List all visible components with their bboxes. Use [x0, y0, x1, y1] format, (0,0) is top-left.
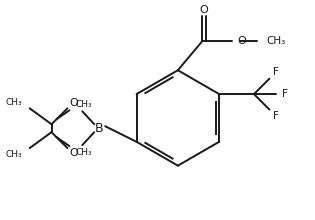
Text: O: O	[200, 5, 209, 15]
Text: O: O	[237, 36, 246, 46]
Text: O: O	[69, 98, 78, 108]
Text: CH₃: CH₃	[75, 148, 92, 157]
Text: CH₃: CH₃	[267, 36, 286, 46]
Text: CH₃: CH₃	[5, 98, 22, 107]
Text: O: O	[69, 148, 78, 158]
Text: F: F	[273, 67, 279, 77]
Text: CH₃: CH₃	[5, 150, 22, 159]
Text: CH₃: CH₃	[75, 100, 92, 109]
Text: F: F	[273, 111, 279, 121]
Text: B: B	[95, 122, 104, 135]
Text: F: F	[282, 89, 288, 99]
